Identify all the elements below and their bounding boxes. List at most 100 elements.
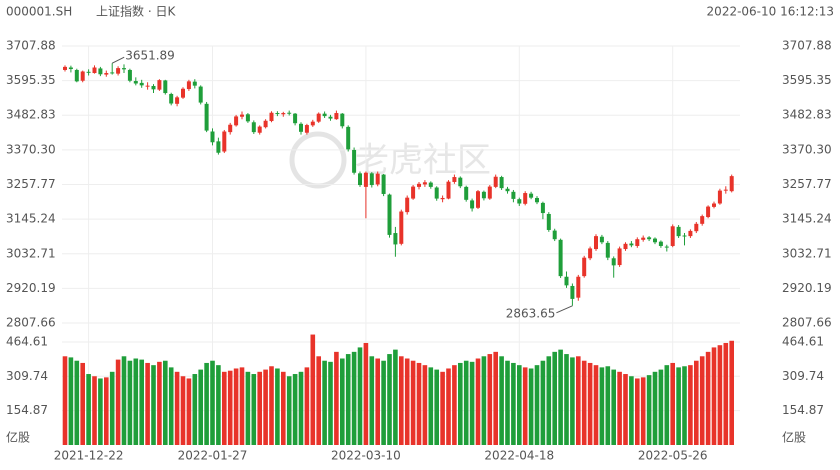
watermark-logo — [289, 131, 347, 189]
volume-bar — [393, 349, 398, 445]
candle-body — [446, 181, 451, 199]
candle-body — [576, 276, 581, 298]
volume-bar — [80, 362, 85, 445]
candle-body — [505, 188, 510, 192]
candle-body — [86, 71, 91, 73]
y-tick-label-right: 3257.77 — [782, 177, 832, 191]
volume-bar — [652, 371, 658, 445]
volume-bar — [694, 360, 699, 445]
candle-body — [540, 202, 545, 214]
candle-body — [157, 80, 162, 90]
candle-body — [299, 123, 303, 132]
x-tick-label: 2022-01-27 — [178, 449, 248, 463]
volume-bar — [233, 368, 239, 445]
volume-bar — [387, 354, 392, 445]
volume-tick-label: 464.61 — [6, 334, 48, 348]
candle-body — [405, 197, 410, 213]
candle-body — [417, 183, 421, 187]
volume-bar — [210, 360, 215, 445]
candle-body — [470, 200, 475, 209]
volume-bar — [245, 371, 251, 445]
candle-body — [139, 82, 144, 86]
volume-bar — [729, 340, 734, 445]
volume-bar — [410, 360, 416, 445]
candle-body — [122, 68, 126, 70]
candle-body — [717, 190, 722, 204]
volume-bar — [599, 367, 605, 445]
volume-bar — [292, 374, 298, 445]
volume-bar — [446, 368, 451, 445]
volume-bar — [109, 371, 115, 445]
candle-body — [582, 257, 587, 277]
candle-body — [269, 112, 274, 122]
candle-body — [564, 276, 569, 286]
y-tick-label: 3145.24 — [6, 212, 56, 226]
candle-body — [629, 243, 634, 246]
volume-bar — [511, 362, 516, 445]
candle-body — [133, 81, 138, 84]
candle-body — [198, 86, 203, 103]
candle-body — [228, 124, 233, 133]
volume-bar — [540, 360, 546, 445]
volume-bar — [269, 366, 274, 445]
candle-body — [428, 182, 433, 187]
volume-bar — [239, 367, 245, 445]
volume-bar — [558, 349, 563, 445]
candle-body — [511, 191, 516, 199]
candle-body — [617, 248, 622, 266]
volume-bar — [428, 367, 434, 445]
volume-bar — [334, 351, 339, 445]
volume-bar — [534, 365, 540, 445]
y-tick-label-right: 3482.83 — [782, 108, 832, 122]
volume-bar — [192, 374, 198, 445]
volume-bar — [263, 369, 268, 445]
volume-bar — [564, 354, 569, 445]
candle-body — [281, 113, 286, 115]
candle-body — [151, 85, 156, 90]
volume-bar — [222, 371, 227, 445]
y-tick-label: 3370.30 — [6, 142, 56, 156]
volume-bar — [304, 367, 310, 445]
volume-bar — [227, 370, 233, 445]
volume-bar — [499, 356, 504, 445]
candle-body — [169, 93, 174, 104]
candle-body — [653, 238, 657, 243]
volume-bar — [552, 351, 557, 445]
y-tick-label-right: 2920.19 — [782, 281, 832, 295]
volume-tick-label-right: 309.74 — [782, 369, 824, 383]
volume-bar — [711, 347, 717, 445]
volume-bar — [611, 369, 616, 445]
candle-body — [204, 103, 209, 131]
volume-tick-label: 309.74 — [6, 369, 48, 383]
volume-bar — [381, 360, 386, 445]
volume-bar — [168, 367, 174, 445]
volume-bar — [581, 360, 587, 445]
volume-bar — [487, 354, 493, 445]
volume-bar — [92, 376, 97, 445]
x-tick-label: 2021-12-22 — [54, 449, 124, 463]
volume-tick-label-right: 464.61 — [782, 334, 824, 348]
candle-body — [517, 199, 522, 204]
candle-body — [535, 197, 539, 203]
candle-body — [493, 176, 498, 187]
candle-body — [712, 203, 716, 207]
candle-body — [163, 80, 168, 94]
y-tick-label-right: 3145.24 — [782, 212, 832, 226]
volume-unit-right: 亿股 — [782, 430, 806, 445]
volume-bar — [481, 356, 487, 445]
volume-bar — [340, 358, 345, 445]
volume-bar — [682, 366, 687, 445]
candle-body — [706, 206, 711, 218]
candle-body — [411, 186, 416, 199]
volume-bar — [127, 360, 133, 445]
candle-body — [68, 67, 73, 70]
volume-bar — [151, 365, 156, 445]
candle-body — [98, 68, 103, 75]
candle-body — [476, 191, 480, 208]
volume-bar — [74, 360, 80, 445]
candle-body — [700, 216, 705, 224]
volume-bar — [275, 368, 280, 445]
candle-body — [546, 213, 551, 230]
volume-bar — [664, 365, 670, 445]
volume-bar — [257, 371, 262, 445]
